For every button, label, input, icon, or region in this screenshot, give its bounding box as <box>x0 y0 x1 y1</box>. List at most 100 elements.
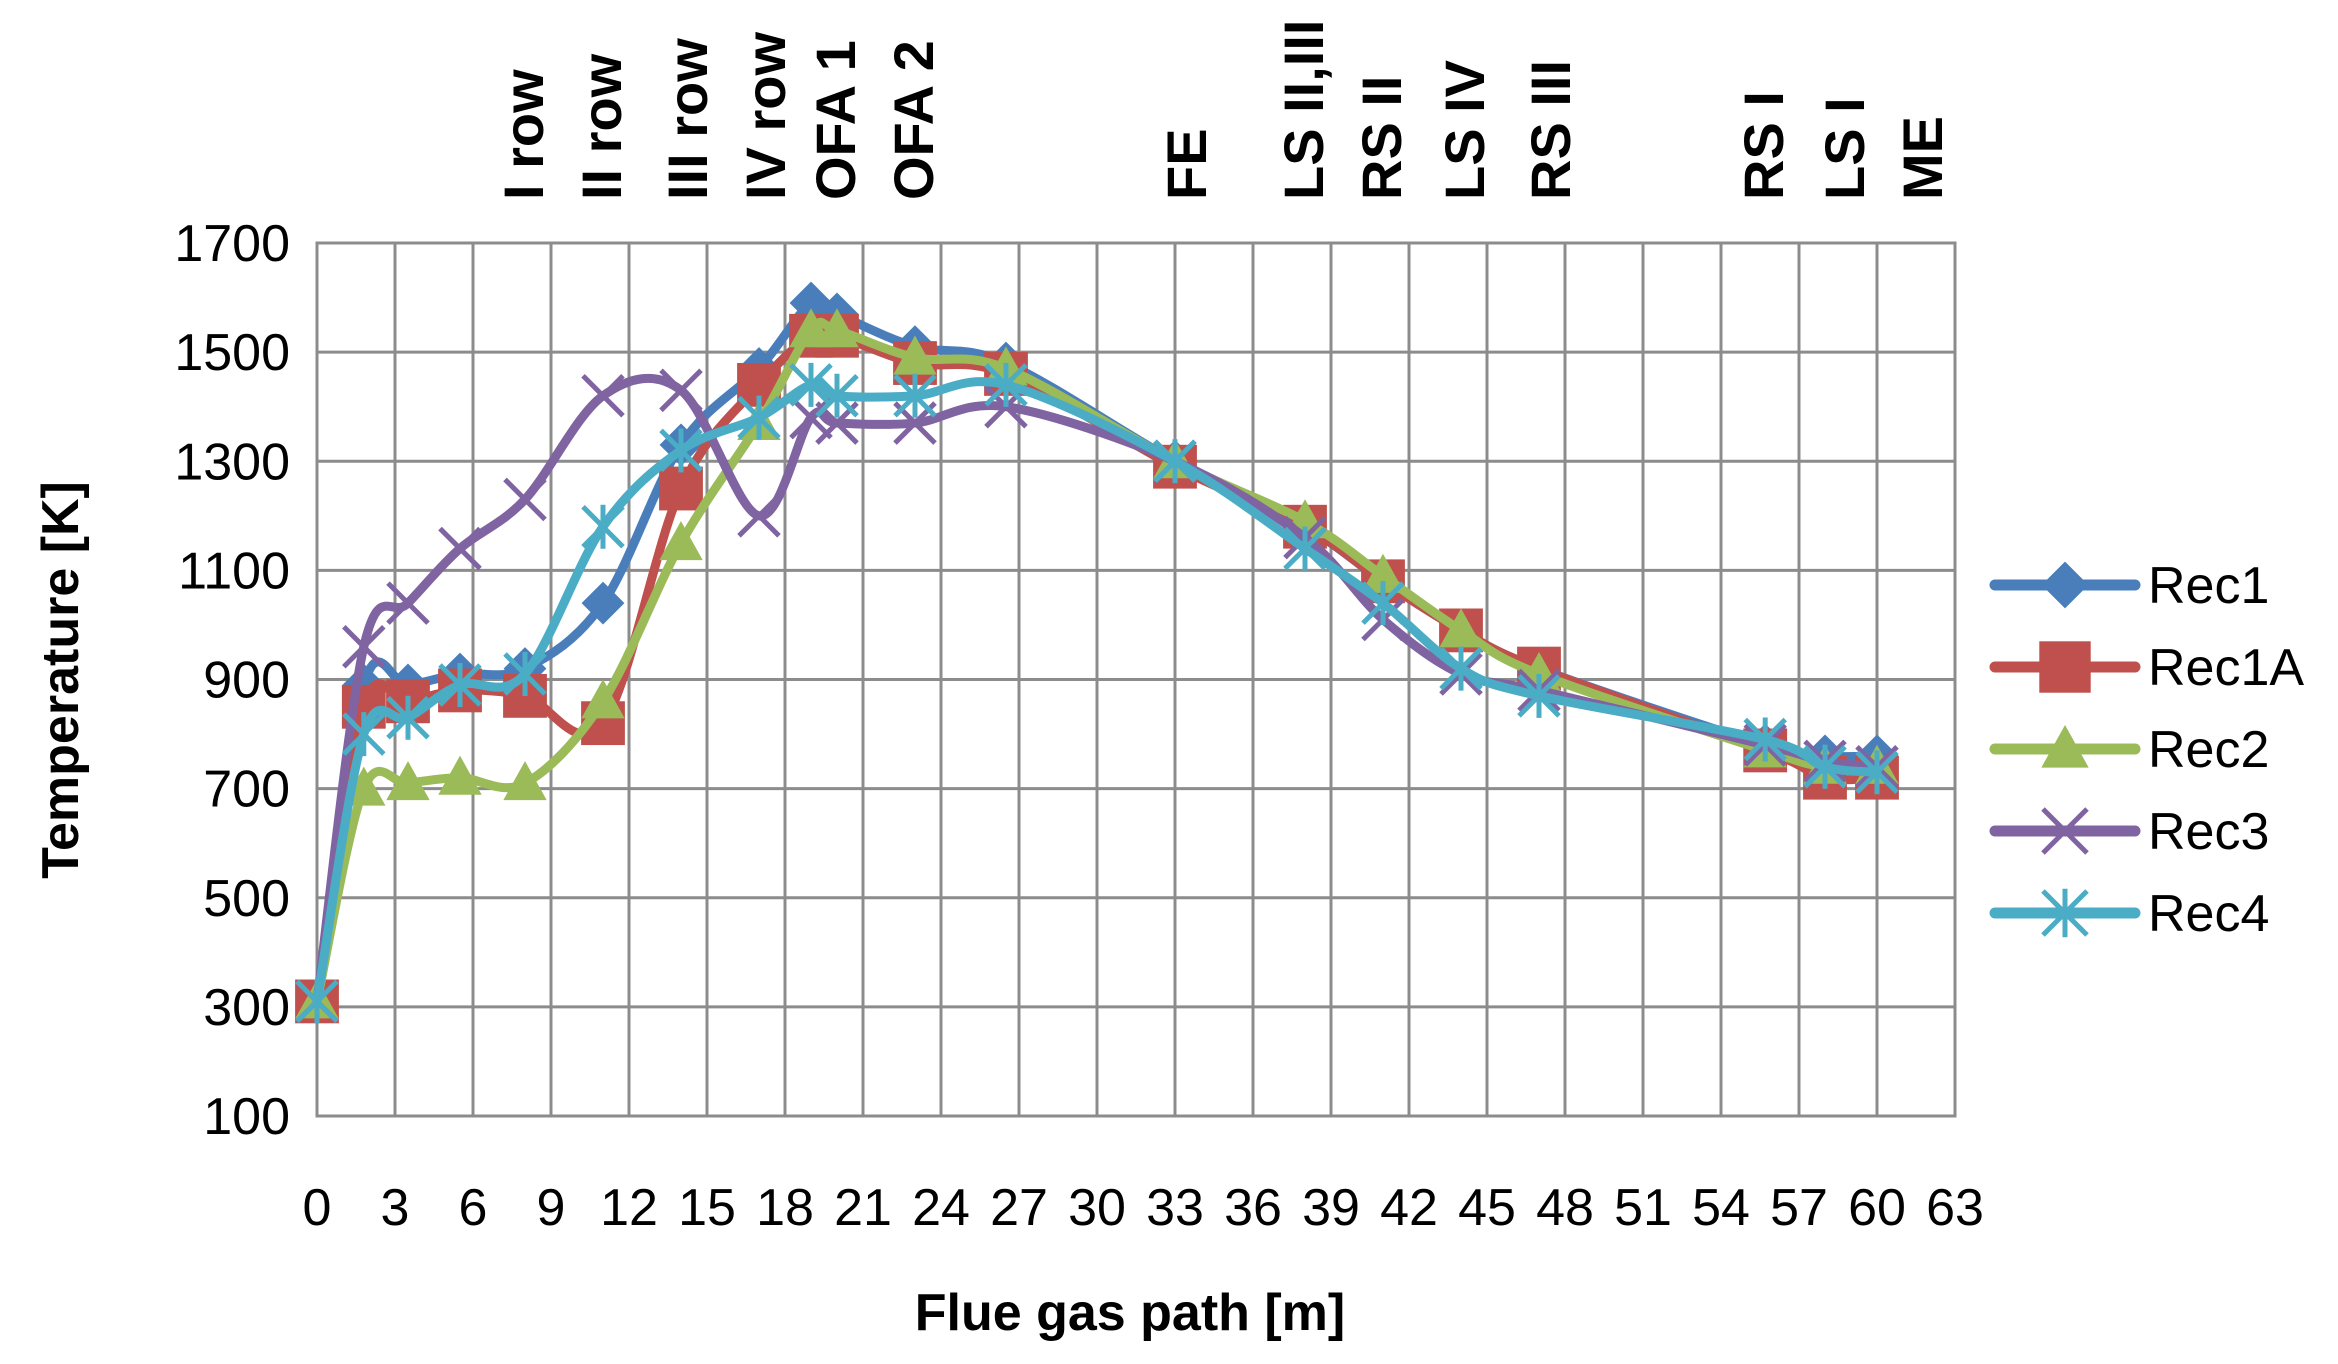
top-label-12: LS I <box>1813 97 1876 200</box>
top-labels: I row II row III row IV row OFA 1 OFA 2 FE LS I… <box>492 20 1954 200</box>
point-rec3-6 <box>659 368 703 413</box>
x-tick-label-20: 60 <box>1848 1179 1906 1237</box>
x-tick-label-12: 36 <box>1224 1179 1282 1237</box>
point-rec2-4 <box>503 761 547 801</box>
point-rec4-4 <box>503 652 547 697</box>
y-axis-title: Temperature [K] <box>32 481 90 879</box>
y-tick-label-2: 500 <box>203 870 290 928</box>
x-tick-label-0: 0 <box>303 1179 332 1237</box>
point-rec1-5 <box>581 581 625 625</box>
legend-marker-rec1a <box>2039 641 2091 693</box>
point-rec4-7 <box>737 395 781 440</box>
point-rec4-10 <box>893 373 937 418</box>
top-label-5: OFA 2 <box>882 40 945 200</box>
point-rec4-14 <box>1361 581 1405 626</box>
point-rec4-19 <box>1855 750 1899 795</box>
top-label-8: RS II <box>1350 76 1413 200</box>
legend-label-rec1a: Rec1A <box>2148 639 2304 697</box>
point-rec3-3 <box>438 526 482 571</box>
legend-item-rec1: Rec1 <box>1989 557 2269 615</box>
top-label-3: IV row <box>734 32 797 200</box>
y-tick-label-6: 1300 <box>174 433 290 491</box>
point-rec4-15 <box>1439 646 1483 691</box>
x-tick-label-6: 18 <box>756 1179 814 1237</box>
top-label-7: LS II,III <box>1272 20 1335 200</box>
point-rec4-18 <box>1803 744 1847 789</box>
x-tick-label-7: 21 <box>834 1179 892 1237</box>
top-label-0: I row <box>492 69 555 200</box>
y-tick-label-3: 700 <box>203 761 290 819</box>
x-tick-label-13: 39 <box>1302 1179 1360 1237</box>
point-rec4-9 <box>815 373 859 418</box>
point-rec2-9 <box>815 308 859 348</box>
point-rec3-5 <box>581 374 625 418</box>
point-rec4-16 <box>1517 673 1561 718</box>
legend-label-rec3: Rec3 <box>2148 803 2269 861</box>
point-rec4-1 <box>342 712 386 757</box>
legend-label-rec4: Rec4 <box>2148 885 2269 943</box>
point-rec4-13 <box>1283 526 1327 571</box>
legend-item-rec2: Rec2 <box>1989 721 2269 779</box>
point-rec4-17 <box>1743 717 1787 762</box>
y-tick-label-1: 300 <box>203 979 290 1037</box>
point-rec4-2 <box>386 695 430 740</box>
top-label-9: LS IV <box>1433 60 1496 200</box>
x-tick-label-8: 24 <box>912 1179 970 1237</box>
legend-marker-rec1 <box>2041 561 2089 609</box>
y-tick-labels: 100 300 500 700 900 1100 1300 1500 1700 <box>174 215 290 1146</box>
top-label-10: RS III <box>1519 60 1582 200</box>
point-rec3-7 <box>737 494 781 538</box>
point-rec2-6 <box>659 521 703 561</box>
x-tick-label-10: 30 <box>1068 1179 1126 1237</box>
y-tick-label-4: 900 <box>203 652 290 710</box>
x-tick-labels: 0 3 6 9 12 15 18 21 24 27 30 33 36 39 42 45 48 51 54 57 60 63 <box>303 1179 1984 1237</box>
y-tick-label-5: 1100 <box>178 542 290 600</box>
series-group <box>295 281 1899 1024</box>
x-tick-label-16: 48 <box>1536 1179 1594 1237</box>
point-rec4-8 <box>789 362 833 407</box>
top-label-11: RS I <box>1732 91 1795 200</box>
point-rec3-8 <box>789 395 833 440</box>
legend-marker-rec4 <box>2041 888 2089 938</box>
point-rec4-5 <box>581 504 625 549</box>
legend-item-rec3: Rec3 <box>1989 803 2269 861</box>
legend-marker-rec3 <box>2041 807 2089 855</box>
x-tick-label-17: 51 <box>1614 1179 1672 1237</box>
point-rec4-6 <box>659 428 703 473</box>
legend-item-rec4: Rec4 <box>1989 885 2269 943</box>
point-rec2-15 <box>1439 608 1483 648</box>
top-label-6: FE <box>1155 128 1218 200</box>
x-tick-label-14: 42 <box>1380 1179 1438 1237</box>
x-tick-label-19: 57 <box>1770 1179 1828 1237</box>
x-tick-label-3: 9 <box>537 1179 566 1237</box>
top-label-13: ME <box>1891 116 1954 200</box>
point-rec3-2 <box>386 581 430 625</box>
x-tick-label-15: 45 <box>1458 1179 1516 1237</box>
legend-label-rec2: Rec2 <box>2148 721 2269 779</box>
legend: Rec1 Rec1A Rec2 Rec3 Rec4 <box>1989 557 2304 943</box>
point-rec3-1 <box>342 624 386 669</box>
grid <box>315 241 1957 1118</box>
x-tick-label-18: 54 <box>1692 1179 1750 1237</box>
point-rec4-0 <box>295 979 339 1024</box>
x-tick-label-2: 6 <box>459 1179 488 1237</box>
top-label-4: OFA 1 <box>804 40 867 200</box>
point-rec4-11 <box>984 362 1028 407</box>
x-tick-label-21: 63 <box>1926 1179 1984 1237</box>
legend-item-rec1a: Rec1A <box>1989 639 2304 697</box>
plot-area-frame <box>315 241 1957 1118</box>
point-rec2-2 <box>386 761 430 801</box>
series-rec4 <box>295 362 1899 1024</box>
point-rec4-3 <box>438 662 482 707</box>
y-tick-label-8: 1700 <box>174 215 290 273</box>
top-label-1: II row <box>570 53 633 200</box>
legend-marker-rec2 <box>2041 724 2089 768</box>
x-tick-label-11: 33 <box>1146 1179 1204 1237</box>
x-tick-label-9: 27 <box>990 1179 1048 1237</box>
y-tick-label-0: 100 <box>203 1088 290 1146</box>
top-label-2: III row <box>656 38 719 200</box>
y-tick-label-7: 1500 <box>174 324 290 382</box>
x-axis-title: Flue gas path [m] <box>915 1284 1345 1342</box>
point-rec4-12 <box>1153 439 1197 484</box>
